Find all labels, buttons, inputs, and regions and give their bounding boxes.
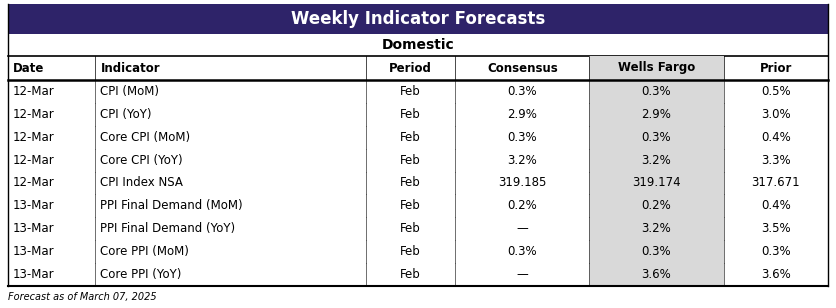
Text: Consensus: Consensus bbox=[487, 62, 558, 75]
Text: 2.9%: 2.9% bbox=[507, 108, 538, 121]
Text: Core PPI (YoY): Core PPI (YoY) bbox=[100, 268, 182, 281]
Text: 13-Mar: 13-Mar bbox=[13, 222, 54, 235]
Text: Feb: Feb bbox=[400, 222, 421, 235]
Text: 0.3%: 0.3% bbox=[507, 85, 538, 98]
Text: 319.174: 319.174 bbox=[632, 176, 681, 189]
Text: 12-Mar: 12-Mar bbox=[13, 108, 54, 121]
Text: 0.3%: 0.3% bbox=[507, 245, 538, 258]
Text: 13-Mar: 13-Mar bbox=[13, 245, 54, 258]
Text: Core CPI (YoY): Core CPI (YoY) bbox=[100, 154, 183, 167]
Bar bbox=[8, 217, 828, 240]
Bar bbox=[8, 172, 828, 194]
Text: 12-Mar: 12-Mar bbox=[13, 176, 54, 189]
Text: Domestic: Domestic bbox=[381, 38, 455, 52]
Text: 3.6%: 3.6% bbox=[642, 268, 671, 281]
Bar bbox=[8, 263, 828, 286]
Text: Feb: Feb bbox=[400, 108, 421, 121]
Text: Core PPI (MoM): Core PPI (MoM) bbox=[100, 245, 189, 258]
Bar bbox=[589, 217, 724, 240]
Text: Feb: Feb bbox=[400, 199, 421, 213]
Text: Feb: Feb bbox=[400, 131, 421, 144]
Text: 0.4%: 0.4% bbox=[761, 131, 791, 144]
Bar bbox=[589, 240, 724, 263]
Text: Date: Date bbox=[13, 62, 44, 75]
Bar bbox=[589, 172, 724, 194]
Text: 12-Mar: 12-Mar bbox=[13, 154, 54, 167]
Text: Period: Period bbox=[389, 62, 432, 75]
Text: 2.9%: 2.9% bbox=[641, 108, 671, 121]
Text: 0.3%: 0.3% bbox=[642, 131, 671, 144]
Text: 3.0%: 3.0% bbox=[761, 108, 791, 121]
Text: 3.3%: 3.3% bbox=[761, 154, 791, 167]
Text: 0.3%: 0.3% bbox=[642, 245, 671, 258]
Text: CPI Index NSA: CPI Index NSA bbox=[100, 176, 183, 189]
Text: —: — bbox=[517, 222, 528, 235]
Text: PPI Final Demand (MoM): PPI Final Demand (MoM) bbox=[100, 199, 243, 213]
Bar bbox=[8, 56, 828, 80]
Text: Feb: Feb bbox=[400, 268, 421, 281]
Text: CPI (MoM): CPI (MoM) bbox=[100, 85, 160, 98]
Text: 12-Mar: 12-Mar bbox=[13, 85, 54, 98]
Text: 0.4%: 0.4% bbox=[761, 199, 791, 213]
Bar bbox=[589, 126, 724, 149]
Bar bbox=[8, 34, 828, 56]
Text: 12-Mar: 12-Mar bbox=[13, 131, 54, 144]
Text: —: — bbox=[517, 268, 528, 281]
Bar bbox=[8, 4, 828, 34]
Text: 3.2%: 3.2% bbox=[507, 154, 538, 167]
Bar bbox=[8, 194, 828, 217]
Text: 3.5%: 3.5% bbox=[761, 222, 791, 235]
Text: Indicator: Indicator bbox=[100, 62, 160, 75]
Text: 0.3%: 0.3% bbox=[642, 85, 671, 98]
Text: CPI (YoY): CPI (YoY) bbox=[100, 108, 152, 121]
Text: Weekly Indicator Forecasts: Weekly Indicator Forecasts bbox=[291, 10, 545, 28]
Bar bbox=[8, 126, 828, 149]
Text: Wells Fargo: Wells Fargo bbox=[618, 62, 696, 75]
Text: 13-Mar: 13-Mar bbox=[13, 199, 54, 213]
Bar bbox=[8, 103, 828, 126]
Bar bbox=[589, 103, 724, 126]
Text: 0.2%: 0.2% bbox=[642, 199, 671, 213]
Text: Core CPI (MoM): Core CPI (MoM) bbox=[100, 131, 191, 144]
Text: Feb: Feb bbox=[400, 154, 421, 167]
Text: 0.2%: 0.2% bbox=[507, 199, 538, 213]
Bar bbox=[589, 56, 724, 80]
Text: Feb: Feb bbox=[400, 176, 421, 189]
Text: 317.671: 317.671 bbox=[752, 176, 800, 189]
Bar bbox=[8, 240, 828, 263]
Text: Feb: Feb bbox=[400, 245, 421, 258]
Text: 319.185: 319.185 bbox=[498, 176, 547, 189]
Text: Feb: Feb bbox=[400, 85, 421, 98]
Text: PPI Final Demand (YoY): PPI Final Demand (YoY) bbox=[100, 222, 236, 235]
Text: 0.3%: 0.3% bbox=[761, 245, 791, 258]
Bar bbox=[8, 80, 828, 103]
Text: 13-Mar: 13-Mar bbox=[13, 268, 54, 281]
Bar bbox=[589, 149, 724, 172]
Text: 0.5%: 0.5% bbox=[761, 85, 791, 98]
Bar bbox=[589, 80, 724, 103]
Text: Forecast as of March 07, 2025: Forecast as of March 07, 2025 bbox=[8, 292, 156, 302]
Text: 3.2%: 3.2% bbox=[642, 222, 671, 235]
Text: 3.6%: 3.6% bbox=[761, 268, 791, 281]
Bar bbox=[589, 263, 724, 286]
Text: 0.3%: 0.3% bbox=[507, 131, 538, 144]
Text: Prior: Prior bbox=[760, 62, 792, 75]
Bar bbox=[8, 149, 828, 172]
Bar bbox=[589, 194, 724, 217]
Text: 3.2%: 3.2% bbox=[642, 154, 671, 167]
